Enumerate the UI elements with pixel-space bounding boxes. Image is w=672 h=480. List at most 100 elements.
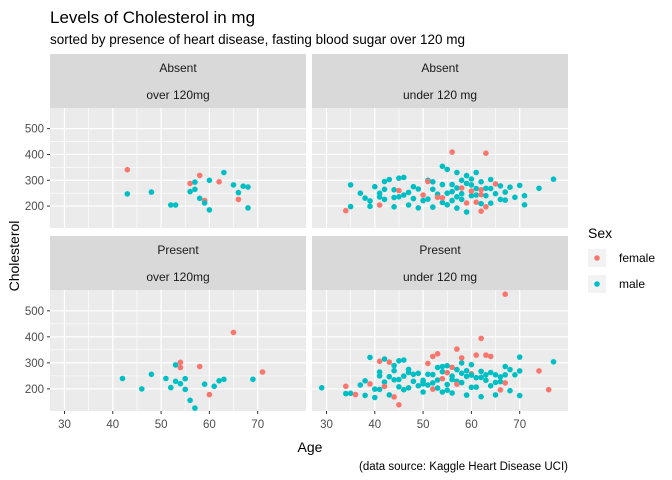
data-point-male (396, 358, 402, 364)
data-point-female (536, 368, 542, 374)
data-point-male (468, 384, 475, 391)
data-point-male (502, 197, 509, 203)
data-point-female (454, 381, 460, 388)
data-point-male (478, 179, 484, 185)
data-point-male (439, 363, 446, 370)
facet-strip-top-label: Absent (159, 61, 197, 75)
facet-panel: Present under 120 mg (312, 236, 568, 411)
data-point-male (439, 389, 446, 395)
data-point-male (401, 373, 407, 379)
data-point-male (410, 195, 417, 202)
panel-background (50, 290, 306, 411)
facet-strip (312, 236, 568, 290)
data-point-male (410, 371, 417, 378)
data-point-male (405, 202, 412, 208)
data-point-male (240, 183, 246, 189)
data-point-male (172, 202, 179, 208)
data-point-male (507, 366, 513, 373)
data-point-female (492, 181, 499, 187)
data-point-male (492, 190, 499, 197)
data-point-male (492, 392, 499, 398)
data-point-male (396, 194, 402, 200)
facet-panel: Present over 120mg (50, 236, 306, 411)
data-point-male (439, 368, 446, 375)
data-point-male (478, 393, 484, 400)
data-point-male (444, 202, 451, 208)
data-point-male (405, 189, 412, 196)
data-point-male (458, 370, 465, 377)
data-point-male (401, 174, 407, 181)
data-point-female (458, 185, 465, 191)
data-point-male (148, 371, 155, 378)
y-tick-label: 200 (25, 201, 44, 213)
data-point-male (376, 386, 383, 393)
data-point-male (420, 389, 426, 395)
data-point-male (512, 194, 518, 201)
data-point-male (405, 366, 412, 373)
data-point-male (449, 188, 455, 195)
data-point-male (362, 392, 368, 399)
x-tick-label: 30 (58, 419, 71, 431)
data-point-male (347, 203, 354, 210)
data-point-male (410, 183, 417, 190)
data-point-male (444, 190, 451, 196)
data-point-male (483, 185, 489, 192)
data-point-male (347, 182, 354, 188)
data-point-male (463, 373, 470, 380)
data-point-female (439, 195, 446, 201)
data-point-male (434, 364, 441, 371)
data-point-male (497, 196, 504, 203)
data-point-female (483, 352, 489, 358)
data-point-female (483, 150, 489, 156)
data-point-female (487, 353, 494, 360)
data-point-female (124, 166, 131, 173)
legend-label-female: female (619, 251, 655, 265)
data-point-male (430, 380, 436, 386)
data-point-male (434, 377, 441, 383)
data-point-female (449, 149, 455, 155)
data-point-male (439, 163, 446, 170)
data-point-female (206, 391, 213, 398)
panel-background (312, 108, 568, 228)
data-point-female (177, 359, 184, 366)
data-point-male (425, 196, 431, 202)
data-point-female (343, 383, 349, 390)
data-point-male (187, 188, 193, 195)
data-point-male (449, 181, 455, 188)
data-point-male (391, 204, 397, 210)
data-point-male (492, 379, 499, 386)
data-point-male (187, 397, 193, 404)
data-point-male (347, 390, 354, 397)
data-point-female (420, 192, 426, 198)
data-point-male (483, 372, 489, 378)
data-point-male (425, 371, 431, 378)
data-point-male (550, 176, 557, 182)
data-point-male (381, 186, 388, 193)
data-point-male (119, 375, 126, 382)
data-point-female (483, 204, 489, 210)
data-point-female (473, 352, 480, 358)
data-point-female (196, 363, 203, 370)
data-point-male (468, 361, 475, 368)
data-point-male (381, 356, 388, 362)
y-tick-label: 500 (25, 124, 44, 136)
data-point-female (478, 187, 484, 193)
facet-strip-bottom-label: under 120 mg (403, 270, 477, 284)
data-point-male (478, 374, 484, 381)
facet-strip-bottom-label: under 120 mg (403, 88, 477, 102)
data-point-male (386, 373, 393, 380)
data-point-male (463, 392, 470, 398)
data-point-male (468, 176, 475, 182)
data-point-male (516, 368, 523, 374)
data-point-male (391, 187, 397, 193)
data-point-male (536, 185, 542, 192)
data-point-male (487, 369, 494, 376)
data-point-female (396, 187, 402, 194)
data-point-female (502, 380, 509, 386)
data-point-male (172, 378, 179, 385)
data-point-male (487, 383, 494, 389)
facet-strip (312, 54, 568, 108)
data-point-male (516, 182, 523, 189)
data-point-female (391, 394, 397, 400)
data-point-male (444, 362, 451, 369)
